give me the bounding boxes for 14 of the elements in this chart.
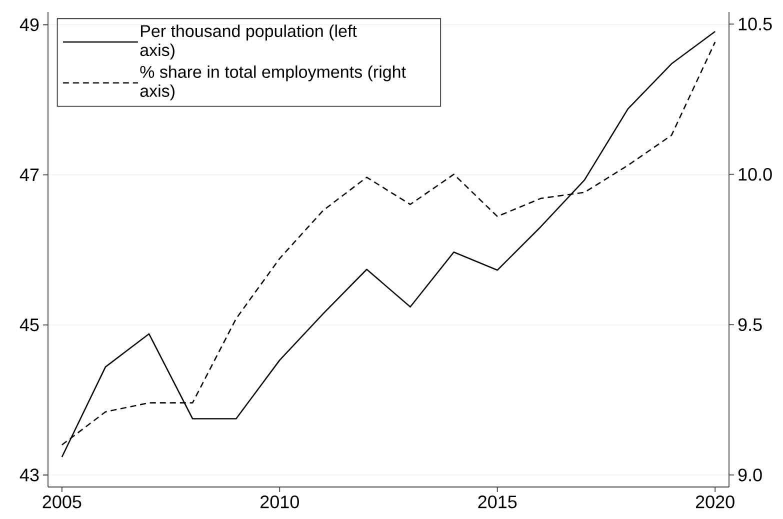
- legend-label: % share in total employments (right axis): [140, 65, 406, 100]
- x-tick-label: 2015: [478, 496, 517, 508]
- x-tick-label: 2010: [260, 496, 299, 508]
- y-tick-label: 49: [20, 18, 39, 32]
- y2-tick-label: 9.5: [738, 318, 762, 332]
- y2-tick-label: 10.5: [738, 18, 772, 30]
- x-tick-label: 2020: [696, 496, 734, 508]
- y2-tick-label: 10.0: [738, 168, 772, 181]
- y-tick-label: 47: [20, 168, 39, 182]
- y2-tick-label: 9.0: [738, 468, 762, 482]
- y-tick-label: 45: [20, 318, 39, 332]
- legend-label: Per thousand population (left axis): [140, 24, 357, 60]
- y-tick-label: 43: [20, 468, 39, 482]
- x-tick-label: 2005: [42, 496, 82, 508]
